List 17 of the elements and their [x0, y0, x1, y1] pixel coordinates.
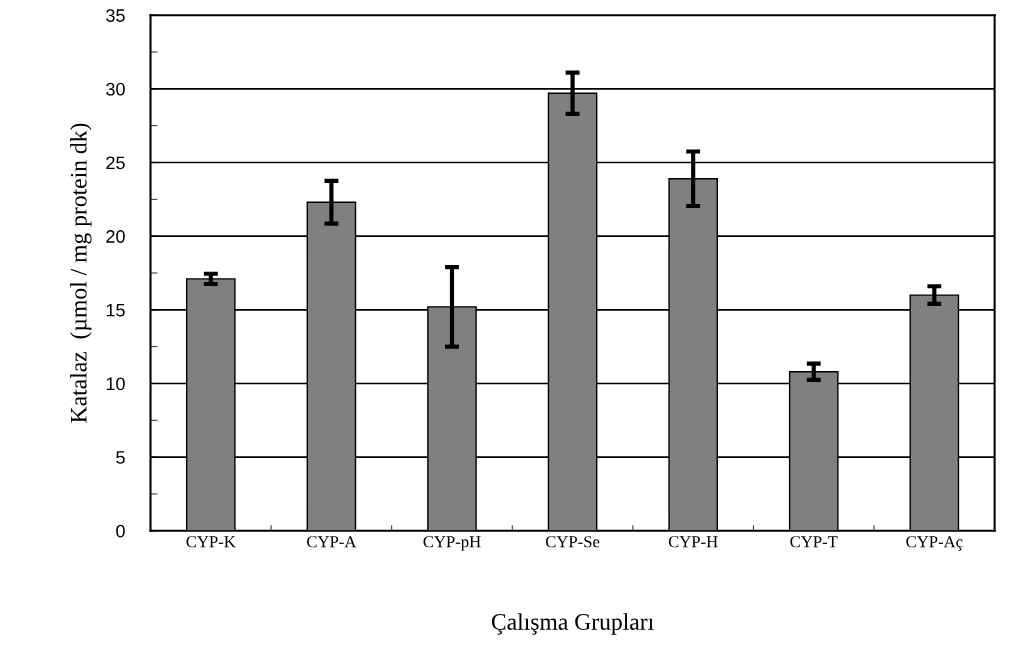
y-tick-label: 30 — [106, 82, 125, 96]
x-tick-label: CYP-Aç — [906, 536, 963, 551]
x-tick-label: CYP-A — [307, 536, 357, 548]
y-tick-label: 20 — [106, 230, 125, 243]
y-axis-title: Katalaz (µmol / mg protein dk) — [70, 123, 92, 423]
y-tick-label: 10 — [106, 377, 125, 391]
y-tick-label: 15 — [106, 303, 125, 317]
x-tick-label: CYP-T — [790, 536, 838, 548]
y-tick-label: 35 — [106, 9, 125, 22]
y-tick-label: 5 — [116, 451, 125, 464]
x-tick-label: CYP-H — [668, 536, 718, 548]
x-tick-label: CYP-Se — [545, 536, 600, 548]
x-tick-label: CYP-K — [186, 536, 236, 548]
x-tick-label: CYP-pH — [423, 536, 481, 551]
y-tick-label: 0 — [116, 524, 125, 538]
y-tick-label: 25 — [106, 156, 125, 170]
x-axis-title: Çalışma Grupları — [491, 613, 654, 635]
